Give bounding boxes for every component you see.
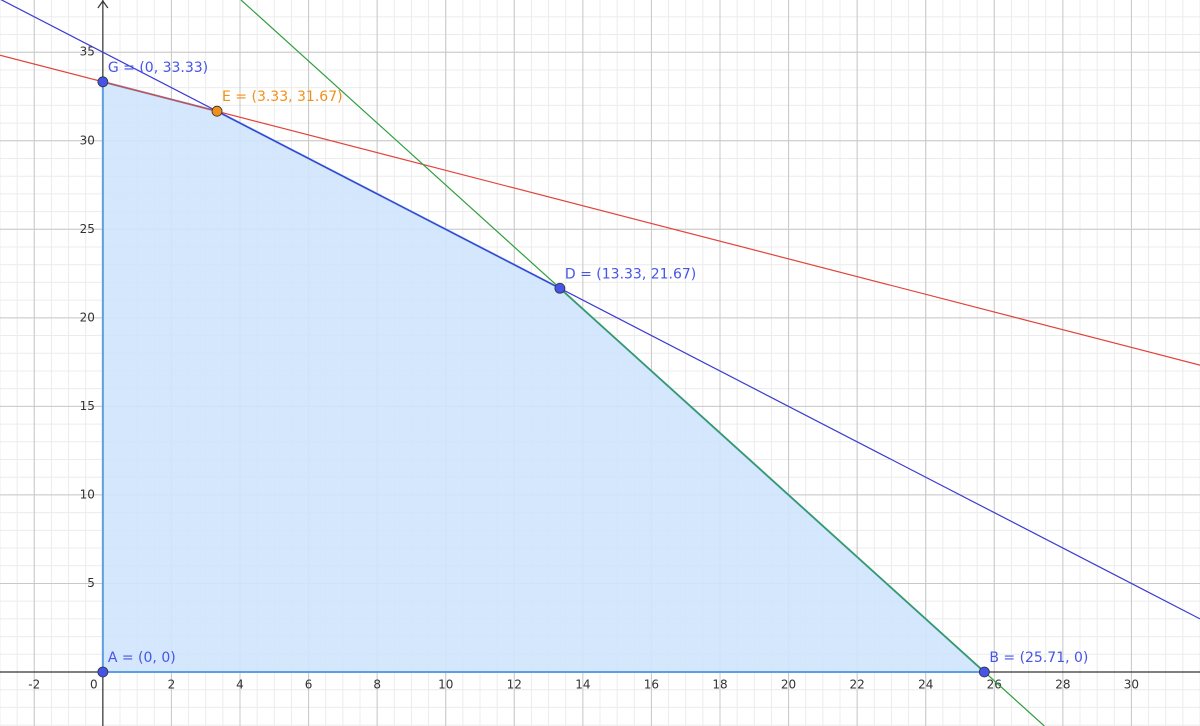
constraint-line	[0, 0, 1200, 620]
x-tick-label: 18	[712, 677, 727, 691]
y-tick-label: 20	[80, 310, 95, 324]
x-tick-label: 16	[644, 677, 659, 691]
x-tick-label: 10	[438, 677, 453, 691]
point-label: E = (3.33, 31.67)	[222, 89, 343, 105]
x-tick-label: -2	[28, 677, 40, 691]
point	[97, 666, 109, 678]
point	[97, 76, 109, 88]
y-tick-label: 10	[80, 487, 95, 501]
x-tick-label: 8	[373, 677, 381, 691]
x-tick-label: 20	[781, 677, 796, 691]
point-label: D = (13.33, 21.67)	[565, 266, 696, 282]
y-tick-label: 25	[80, 222, 95, 236]
y-axis-arrow	[97, 0, 109, 9]
x-tick-label: 30	[1124, 677, 1139, 691]
point-label: G = (0, 33.33)	[108, 60, 208, 76]
x-tick-label: 14	[575, 677, 590, 691]
point-label: A = (0, 0)	[108, 650, 176, 666]
x-tick-label: 4	[236, 677, 244, 691]
point	[554, 282, 566, 294]
x-tick-label: 12	[507, 677, 522, 691]
y-tick-label: 5	[87, 576, 95, 590]
x-tick-label: 26	[987, 677, 1002, 691]
y-tick-label: 35	[80, 45, 95, 59]
x-tick-label: 24	[918, 677, 933, 691]
y-tick-label: 15	[80, 399, 95, 413]
point-label: B = (25.71, 0)	[989, 650, 1088, 666]
point	[211, 105, 223, 117]
constraint-line	[0, 54, 1200, 366]
x-tick-label: 0	[90, 677, 98, 691]
x-tick-label: 6	[305, 677, 313, 691]
x-tick-label: 2	[168, 677, 176, 691]
point	[978, 666, 990, 678]
constraint-line	[240, 0, 1045, 726]
x-tick-label: 22	[850, 677, 865, 691]
y-tick-label: 30	[80, 133, 95, 147]
x-tick-label: 28	[1055, 677, 1070, 691]
